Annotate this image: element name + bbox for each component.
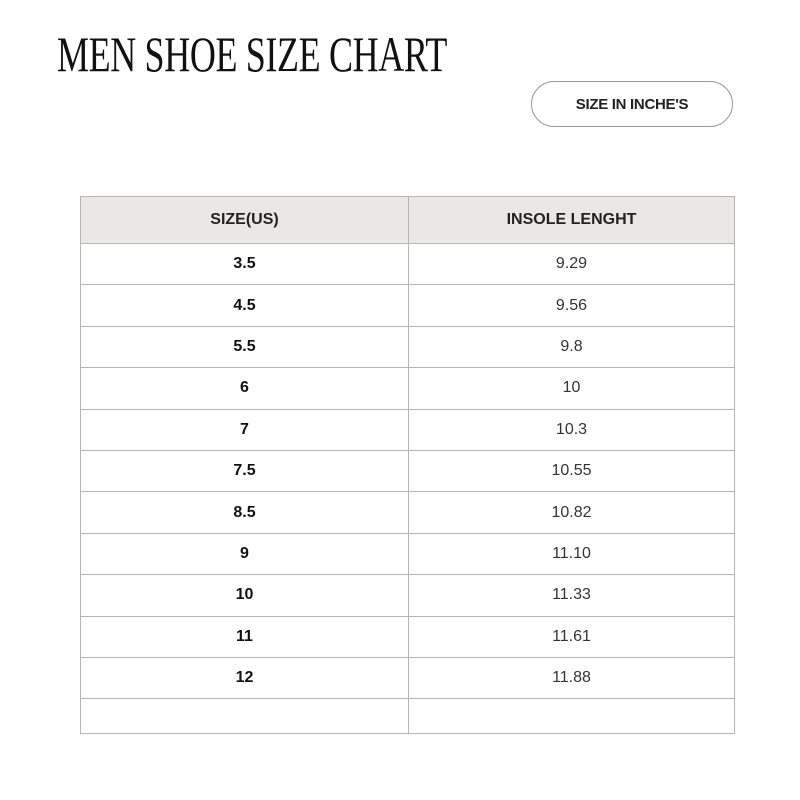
insole-cell: 9.29 xyxy=(408,242,735,286)
table-row: 10 11.33 xyxy=(80,574,735,617)
table-header-row: SIZE(US) INSOLE LENGHT xyxy=(80,196,735,244)
insole-cell: 11.33 xyxy=(408,574,735,617)
empty-cell xyxy=(80,698,409,735)
insole-cell: 10 xyxy=(408,367,735,410)
size-cell: 12 xyxy=(80,656,409,700)
size-chart-table: SIZE(US) INSOLE LENGHT 3.5 9.29 4.5 9.56 5.5… xyxy=(80,196,735,735)
size-cell: 7 xyxy=(80,408,409,451)
header-insole-length: INSOLE LENGHT xyxy=(408,196,735,244)
empty-cell xyxy=(408,698,735,735)
page-title: MEN SHOE SIZE CHART xyxy=(57,26,448,82)
table-row: 9 11.10 xyxy=(80,532,735,576)
insole-cell: 11.61 xyxy=(408,615,735,658)
size-cell: 9 xyxy=(80,532,409,576)
size-cell: 7.5 xyxy=(80,449,409,493)
table-row: 11 11.61 xyxy=(80,615,735,658)
table-row: 5.5 9.8 xyxy=(80,325,735,369)
insole-cell: 10.82 xyxy=(408,491,735,534)
insole-cell: 10.55 xyxy=(408,449,735,493)
insole-cell: 11.10 xyxy=(408,532,735,576)
size-in-inches-button[interactable]: SIZE IN INCHE'S xyxy=(531,81,733,127)
size-cell: 4.5 xyxy=(80,284,409,327)
table-row: 8.5 10.82 xyxy=(80,491,735,534)
table-row: 4.5 9.56 xyxy=(80,284,735,327)
size-cell: 11 xyxy=(80,615,409,658)
table-row: 7 10.3 xyxy=(80,408,735,451)
size-cell: 6 xyxy=(80,367,409,410)
table-row: 7.5 10.55 xyxy=(80,449,735,493)
table-row: 12 11.88 xyxy=(80,656,735,700)
table-row: 3.5 9.29 xyxy=(80,242,735,286)
header-size-us: SIZE(US) xyxy=(80,196,409,244)
empty-row xyxy=(80,698,735,735)
insole-cell: 9.56 xyxy=(408,284,735,327)
insole-cell: 10.3 xyxy=(408,408,735,451)
size-cell: 10 xyxy=(80,574,409,617)
size-cell: 8.5 xyxy=(80,491,409,534)
insole-cell: 11.88 xyxy=(408,656,735,700)
size-cell: 3.5 xyxy=(80,242,409,286)
size-cell: 5.5 xyxy=(80,325,409,369)
table-row: 6 10 xyxy=(80,367,735,410)
insole-cell: 9.8 xyxy=(408,325,735,369)
